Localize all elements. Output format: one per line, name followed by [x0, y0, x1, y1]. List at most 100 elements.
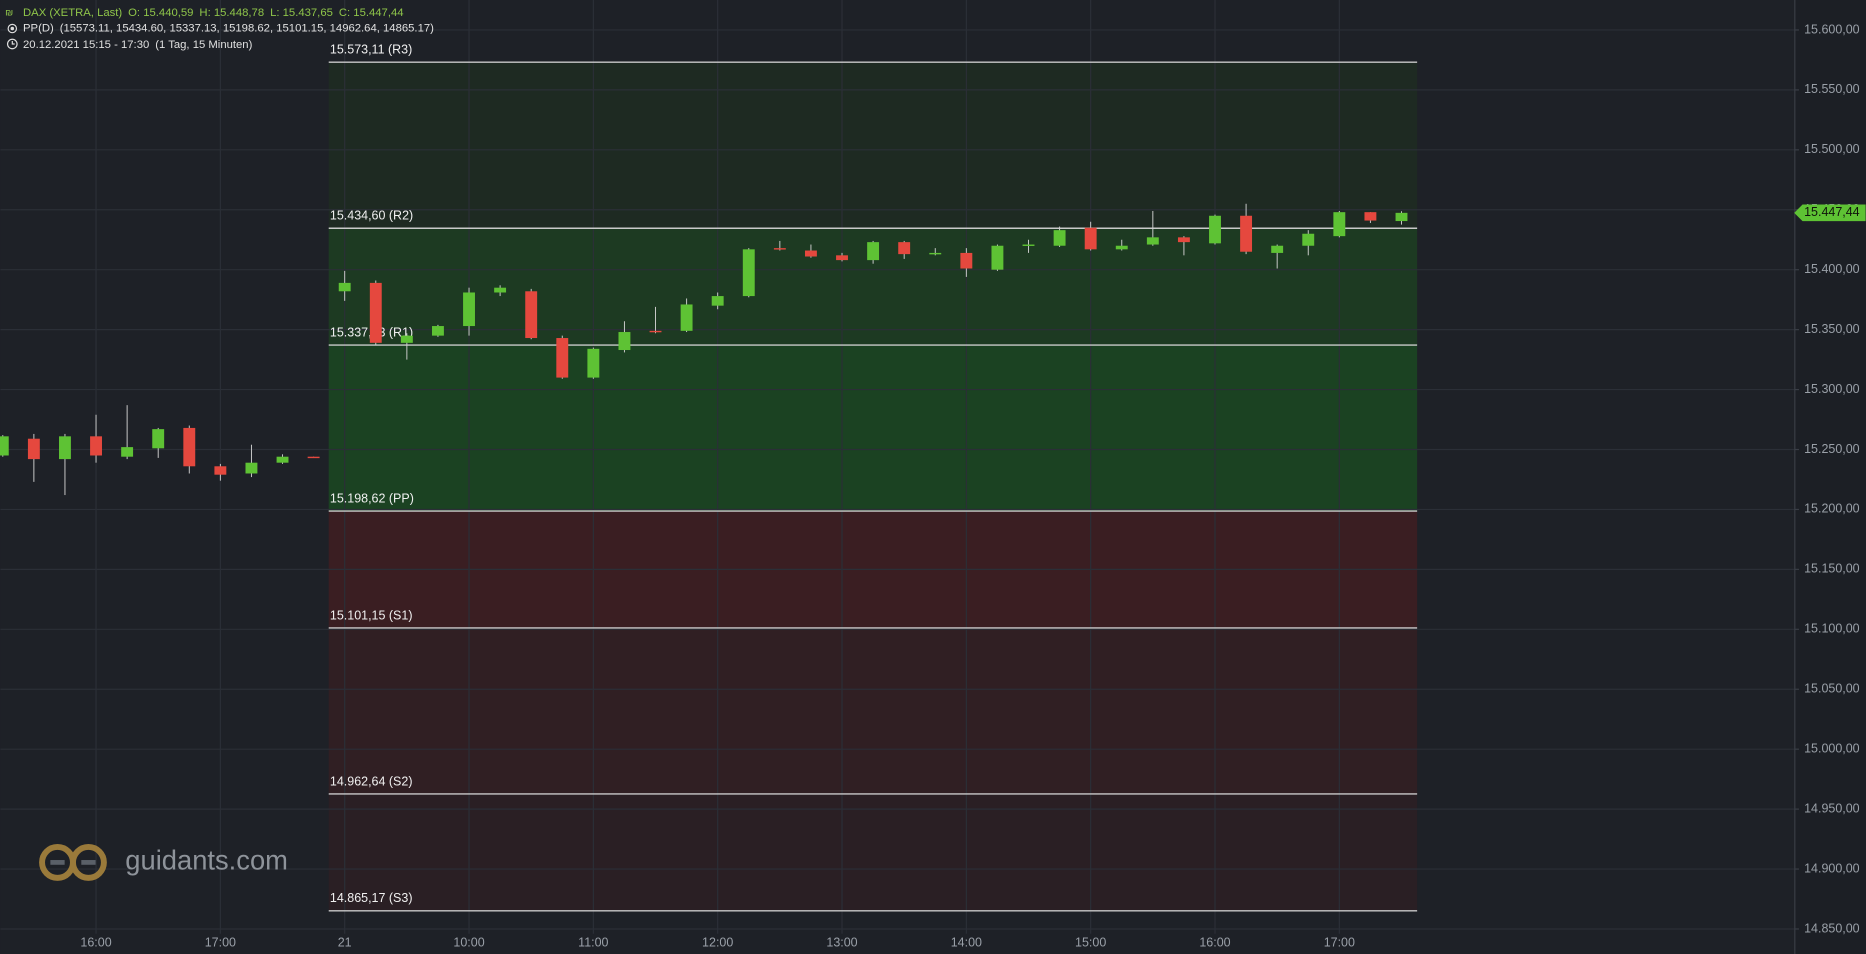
- candle-body: [867, 242, 880, 261]
- period-text: (1 Tag, 15 Minuten): [155, 39, 252, 51]
- period-text: 20.12.2021 15:15 - 17:30: [23, 39, 149, 51]
- candle-body: [369, 282, 382, 343]
- candle-body: [836, 255, 848, 261]
- clock-icon: [6, 38, 18, 50]
- y-tick-label: 14.950,00: [1804, 801, 1860, 815]
- header-text: DAX (XETRA, Last): [23, 7, 122, 19]
- x-tick-label: 14:00: [951, 936, 982, 950]
- y-tick-label: 15.200,00: [1804, 502, 1860, 516]
- pivot-label: 15.198,62 (PP): [330, 491, 414, 505]
- x-tick-label: 10:00: [453, 936, 484, 950]
- y-tick-label: 15.300,00: [1804, 382, 1860, 396]
- y-tick-label: 15.000,00: [1804, 741, 1860, 755]
- candle-body: [804, 250, 817, 257]
- candle-body: [773, 248, 786, 250]
- candle-body: [494, 287, 507, 293]
- y-tick-label: 15.500,00: [1804, 142, 1860, 156]
- indicator-icon: [7, 23, 18, 34]
- x-tick-label: 13:00: [826, 936, 857, 950]
- header-text: O: 15.440,59: [128, 7, 193, 19]
- pivot-label: 15.434,60 (R2): [330, 209, 413, 223]
- candle-body: [152, 429, 165, 449]
- candle-body: [898, 242, 911, 255]
- x-tick-label: 21: [338, 936, 352, 950]
- candle-body: [214, 466, 227, 475]
- pivot-label: 14.865,17 (S3): [330, 891, 413, 905]
- candle-body: [1115, 245, 1128, 250]
- last-price-tag: [1794, 204, 1866, 222]
- x-tick-label: 11:00: [578, 936, 608, 950]
- candle-body: [1146, 237, 1159, 245]
- x-tick-label: 16:00: [1199, 936, 1230, 950]
- candle-body: [1053, 230, 1066, 246]
- y-tick-label: 15.350,00: [1804, 322, 1860, 336]
- candle-body: [431, 326, 444, 336]
- pivot-label: 14.962,64 (S2): [330, 774, 413, 788]
- indicator-text: (15573.11, 15434.60, 15337.13, 15198.62,…: [60, 23, 434, 35]
- y-tick-label: 15.100,00: [1804, 622, 1860, 636]
- candle-body: [245, 462, 258, 474]
- candle-body: [680, 304, 693, 331]
- watermark-logo: [39, 843, 107, 881]
- instrument-icon: ₪: [5, 8, 13, 19]
- candle-body: [463, 292, 475, 327]
- candle-body: [1271, 245, 1284, 253]
- candle-body: [991, 245, 1004, 270]
- candle-body: [121, 447, 134, 457]
- x-tick-label: 16:00: [80, 936, 111, 950]
- header-text: C: 15.447,44: [339, 7, 404, 19]
- candle-body: [960, 252, 973, 269]
- candle-body: [183, 427, 196, 467]
- pivot-label: 15.573,11 (R3): [330, 43, 412, 57]
- candle-body: [711, 296, 724, 306]
- y-tick-label: 15.550,00: [1804, 82, 1860, 96]
- header-line: DAX (XETRA, Last) O: 15.440,59 H: 15.448,7…: [23, 7, 404, 19]
- candle-body: [618, 332, 631, 351]
- y-tick-label: 15.150,00: [1804, 562, 1860, 576]
- x-tick-label: 15:00: [1075, 936, 1106, 950]
- header-text: H: 15.448,78: [199, 7, 264, 19]
- x-tick-label: 17:00: [205, 936, 236, 950]
- candle-body: [556, 338, 569, 378]
- pivot-zone: [328, 627, 1418, 794]
- candle-body: [525, 291, 538, 339]
- candle-body: [1022, 244, 1035, 246]
- clock-hands: [11, 41, 15, 45]
- candle-body: [1364, 212, 1377, 221]
- candle-body: [400, 335, 413, 343]
- candle-body: [1333, 212, 1346, 237]
- candle-body: [587, 348, 600, 378]
- indicator-text: PP(D): [23, 23, 54, 35]
- header-line: PP(D) (15573.11, 15434.60, 15337.13, 1519…: [23, 23, 434, 35]
- y-tick-label: 15.600,00: [1804, 22, 1860, 36]
- watermark: guidants.com: [125, 845, 288, 876]
- x-tick-label: 12:00: [702, 936, 733, 950]
- candle-body: [0, 436, 9, 456]
- y-tick-label: 14.900,00: [1804, 861, 1860, 875]
- candle-body: [1302, 233, 1315, 246]
- x-tick-label: 17:00: [1324, 936, 1355, 950]
- pivot-zone: [328, 62, 1418, 229]
- price-axis-panel: [1794, 0, 1866, 954]
- candle-body: [1084, 227, 1097, 250]
- candle-body: [1395, 212, 1408, 222]
- candle-body: [307, 456, 320, 459]
- candle-body: [929, 252, 942, 255]
- y-tick-label: 15.050,00: [1804, 682, 1860, 696]
- candle-body: [1209, 215, 1221, 244]
- candle-body: [649, 330, 662, 333]
- candle-body: [1177, 237, 1190, 243]
- candle-body: [1240, 215, 1253, 252]
- candle-body: [90, 436, 102, 456]
- y-tick-label: 15.400,00: [1804, 262, 1860, 276]
- header-line: 20.12.2021 15:15 - 17:30 (1 Tag, 15 Minut…: [23, 39, 253, 51]
- candle-body: [27, 438, 40, 460]
- indicator-icon-dot: [10, 26, 15, 31]
- pivot-zone: [328, 345, 1418, 512]
- pivot-label: 15.101,15 (S1): [330, 608, 413, 622]
- y-tick-label: 15.250,00: [1804, 442, 1860, 456]
- candle-body: [338, 282, 351, 292]
- candle-body: [742, 249, 755, 297]
- candle-body: [59, 436, 71, 460]
